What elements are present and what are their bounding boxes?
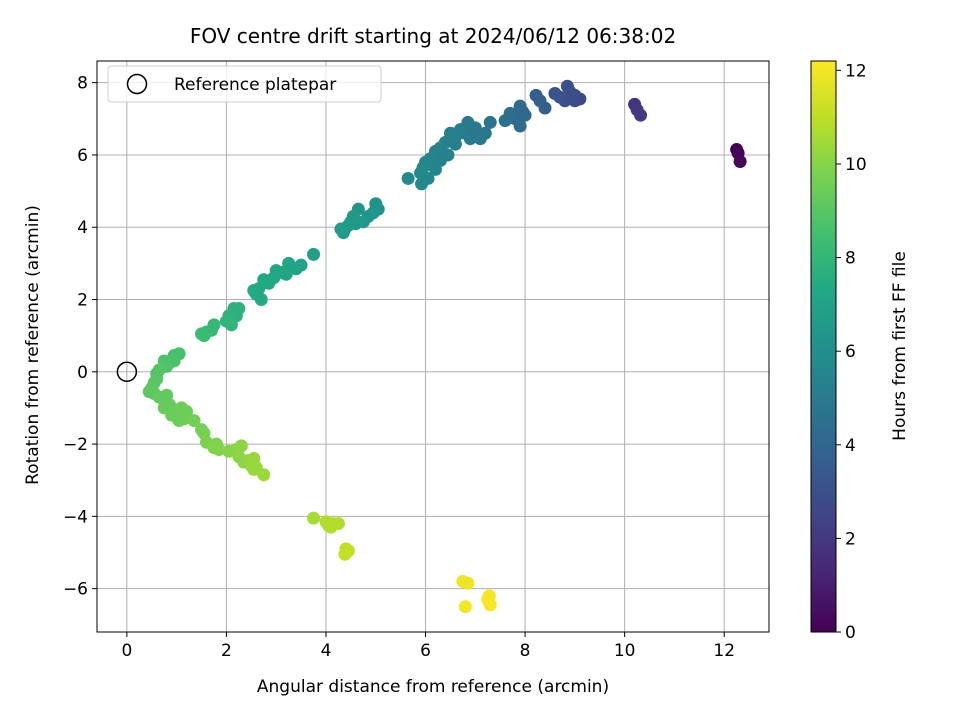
data-point [187,414,201,428]
data-point [560,79,574,93]
data-point [254,293,268,307]
x-tick-label: 6 [420,641,431,661]
data-point [498,114,512,128]
data-point [224,318,238,332]
y-tick-label: 0 [77,363,88,383]
x-tick-label: 8 [520,641,531,661]
data-point [247,283,261,297]
data-point [415,177,429,191]
x-tick-label: 12 [713,641,735,661]
scatter-points [142,79,747,614]
x-tick-label: 2 [221,641,232,661]
y-tick-label: −4 [63,507,88,527]
y-tick-label: 4 [77,218,88,238]
data-point [338,547,352,561]
data-point [175,401,189,415]
data-point [257,468,271,482]
colorbar-tick-label: 8 [845,249,856,269]
data-point [482,589,496,603]
chart-title: FOV centre drift starting at 2024/06/12 … [190,24,676,48]
axes-frame [96,60,770,633]
data-point [518,108,532,122]
colorbar-tick-label: 0 [845,623,856,643]
data-point [307,247,321,261]
data-point [634,108,648,122]
data-point [195,327,209,341]
data-point [401,171,415,185]
data-point [247,452,261,466]
colorbar [810,60,837,633]
x-axis-label: Angular distance from reference (arcmin) [257,677,609,697]
legend-label-reference: Reference platepar [174,75,336,95]
data-point [448,137,462,151]
reference-platepar-marker [116,361,138,383]
data-point [473,132,487,146]
x-axis-ticks: 0 2 4 6 8 10 12 [121,632,735,661]
data-point [349,217,363,231]
y-axis-label: Rotation from reference (arcmin) [23,205,43,485]
data-point [483,115,497,129]
data-point [461,576,475,590]
y-tick-label: −2 [63,435,88,455]
data-point [282,256,296,270]
y-axis-ticks: −6 −4 −2 0 2 4 6 8 [63,74,97,600]
colorbar-label: Hours from first FF file [890,251,910,441]
colorbar-tick-label: 12 [845,61,867,81]
data-point [165,408,179,422]
data-point [234,439,248,453]
y-tick-label: 6 [77,146,88,166]
data-point [334,222,348,236]
legend-marker-reference [126,73,148,95]
colorbar-tick-label: 6 [845,342,856,362]
colorbar-tick-label: 2 [845,529,856,549]
data-point [307,511,321,525]
x-tick-label: 0 [121,641,132,661]
data-point [548,87,562,101]
colorbar-tick-label: 10 [845,155,867,175]
data-point [458,600,472,614]
data-point [733,154,747,168]
data-point [568,94,582,108]
data-point [433,153,447,167]
y-tick-label: 8 [77,74,88,94]
data-point [207,441,221,455]
data-point [513,119,527,133]
legend: Reference platepar [107,65,382,103]
colorbar-ticks: 0 2 4 6 8 10 12 [836,61,867,643]
data-point [529,88,543,102]
colorbar-tick-label: 4 [845,436,856,456]
legend-box [107,65,382,103]
y-tick-label: −6 [63,580,88,600]
y-tick-label: 2 [77,291,88,311]
data-point [331,517,345,531]
x-tick-label: 10 [614,641,636,661]
data-point [463,132,477,146]
x-tick-label: 4 [321,641,332,661]
